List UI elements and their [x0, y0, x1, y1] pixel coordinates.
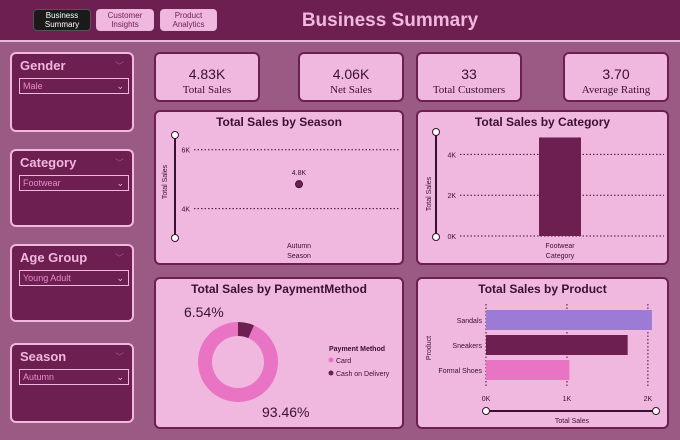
kpi-net-sales-label: Net Sales: [330, 84, 372, 96]
legend-card-label: Card: [336, 358, 351, 365]
season-x-tick-label: Autumn: [287, 243, 311, 250]
category-y-axis-label: Total Sales: [426, 176, 433, 211]
page-title: Business Summary: [301, 10, 479, 31]
kpi-net-sales-value: 4.06K: [332, 66, 370, 82]
kpi-total-sales-label: Total Sales: [182, 84, 232, 96]
kpi-total-customers-value: 33: [461, 66, 477, 82]
product-chart-card: Total Sales by Product Sandals Sneakers Fo…: [416, 277, 669, 429]
category-bar: [539, 137, 581, 236]
category-chart: 4K 2K 0K Total Sales Footwear Category: [426, 128, 664, 260]
season-y-slider-handle-bottom[interactable]: [171, 234, 179, 242]
season-slicer-title: Season: [20, 349, 67, 364]
product-y-tick-label: Formal Shoes: [438, 368, 482, 375]
product-x-slider-handle-left[interactable]: [482, 407, 490, 415]
legend-cod-label: Cash on Delivery: [336, 371, 390, 378]
season-chart-title: Total Sales by Season: [216, 115, 342, 129]
season-chart-card: Total Sales by Season 6K 4K 4.8K Total Sa…: [154, 110, 404, 265]
category-y-slider-handle-bottom[interactable]: [432, 233, 440, 241]
product-chart-title: Total Sales by Product: [478, 282, 607, 296]
category-y-slider-handle-top[interactable]: [432, 128, 440, 136]
age-group-slicer-title: Age Group: [20, 250, 88, 265]
kpi-total-customers-label: Total Customers: [432, 84, 506, 96]
season-data-point: [295, 180, 303, 189]
kpi-total-sales: 4.83K Total Sales: [154, 52, 260, 102]
season-data-label: 4.8K: [292, 170, 307, 177]
product-bar: [486, 360, 570, 380]
nav-business-summary-label: Business Summary: [44, 11, 80, 29]
age-group-slicer: Age Group ﹀ Young Adult ⌄: [10, 244, 134, 322]
chevron-down-icon: ⌄: [116, 81, 124, 91]
season-dropdown[interactable]: Autumn ⌄: [19, 369, 129, 385]
chevron-down-icon: ﹀: [114, 158, 124, 168]
category-x-tick-label: Footwear: [545, 243, 575, 250]
chevron-down-icon: ⌄: [116, 273, 124, 283]
nav-product-analytics-button[interactable]: Product Analytics: [160, 9, 217, 31]
gender-slicer-title: Gender: [20, 58, 66, 73]
payment-label-card: 93.46%: [262, 404, 309, 420]
kpi-average-rating-label: Average Rating: [581, 84, 651, 96]
product-y-axis-label: Product: [426, 336, 433, 360]
gender-dropdown[interactable]: Male ⌄: [19, 78, 129, 94]
product-x-tick-label: 2K: [644, 396, 653, 403]
category-y-tick-label: 4K: [447, 152, 456, 159]
season-y-tick-label: 4K: [181, 207, 190, 214]
payment-legend-title: Payment Method: [329, 346, 385, 353]
nav-customer-insights-button[interactable]: Customer Insights: [96, 9, 154, 31]
kpi-net-sales: 4.06K Net Sales: [298, 52, 404, 102]
season-y-axis-label: Total Sales: [162, 164, 169, 199]
category-chart-card: Total Sales by Category 4K 2K 0K Total Sal…: [416, 110, 669, 265]
season-x-axis-label: Season: [287, 253, 311, 260]
kpi-average-rating-value: 3.70: [602, 66, 630, 82]
product-y-tick-label: Sandals: [457, 318, 483, 325]
nav-business-summary-button[interactable]: Business Summary: [33, 9, 91, 31]
payment-chart-card: Total Sales by PaymentMethod 6.54% 93.46…: [154, 277, 404, 429]
kpi-total-sales-value: 4.83K: [188, 66, 226, 82]
product-chart: Sandals Sneakers Formal Shoes 0K 1K 2K Produ…: [426, 304, 660, 425]
season-dropdown-value: Autumn: [23, 372, 55, 382]
category-dropdown-value: Footwear: [23, 178, 61, 188]
product-x-tick-label: 1K: [563, 396, 572, 403]
product-bar: [486, 335, 628, 355]
category-y-tick-label: 0K: [447, 234, 456, 241]
kpi-average-rating: 3.70 Average Rating: [563, 52, 669, 102]
product-x-slider-handle-right[interactable]: [652, 407, 660, 415]
nav-product-analytics-label: Product Analytics: [172, 11, 205, 29]
product-x-axis-label: Total Sales: [555, 418, 590, 425]
season-slicer: Season ﹀ Autumn ⌄: [10, 343, 134, 423]
chevron-down-icon: ⌄: [116, 372, 124, 382]
legend-cod-marker: [328, 370, 334, 376]
season-chart: 6K 4K 4.8K Total Sales Autumn Season: [162, 131, 400, 260]
top-bar: Business Summary Customer Insights Produ…: [0, 0, 680, 42]
chevron-down-icon: ⌄: [116, 178, 124, 188]
gender-dropdown-value: Male: [23, 81, 43, 91]
chevron-down-icon: ﹀: [114, 352, 124, 362]
chevron-down-icon: ﹀: [114, 61, 124, 71]
chevron-down-icon: ﹀: [114, 253, 124, 263]
payment-donut-chart: 6.54% 93.46% Payment Method Card Cash on…: [184, 304, 390, 420]
age-group-dropdown-value: Young Adult: [23, 273, 71, 283]
category-slicer: Category ﹀ Footwear ⌄: [10, 149, 134, 227]
season-y-tick-label: 6K: [181, 148, 190, 155]
product-x-tick-label: 0K: [482, 396, 491, 403]
payment-chart-title: Total Sales by PaymentMethod: [191, 282, 367, 296]
category-y-tick-label: 2K: [447, 193, 456, 200]
category-chart-title: Total Sales by Category: [474, 115, 611, 129]
product-y-tick-label: Sneakers: [452, 343, 482, 350]
nav-customer-insights-label: Customer Insights: [107, 11, 143, 29]
gender-slicer: Gender ﹀ Male ⌄: [10, 52, 134, 132]
payment-slice-card: [198, 322, 278, 402]
payment-slice-cod: [238, 322, 254, 339]
category-x-axis-label: Category: [546, 253, 575, 260]
product-bar: [486, 310, 652, 330]
season-y-slider-handle-top[interactable]: [171, 131, 179, 139]
category-slicer-title: Category: [20, 155, 77, 170]
kpi-total-customers: 33 Total Customers: [416, 52, 522, 102]
category-dropdown[interactable]: Footwear ⌄: [19, 175, 129, 191]
age-group-dropdown[interactable]: Young Adult ⌄: [19, 270, 129, 286]
legend-card-marker: [328, 357, 334, 363]
payment-label-cod: 6.54%: [184, 304, 224, 320]
